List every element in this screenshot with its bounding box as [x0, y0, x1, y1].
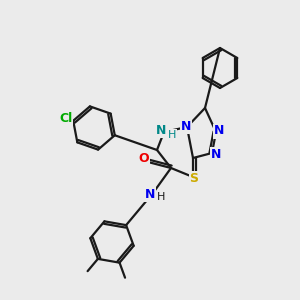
Text: S: S: [190, 172, 199, 184]
Text: Cl: Cl: [59, 112, 72, 125]
Text: N: N: [181, 119, 191, 133]
Text: N: N: [156, 124, 166, 136]
Text: N: N: [211, 148, 221, 160]
Text: H: H: [157, 192, 165, 202]
Text: O: O: [139, 152, 149, 166]
Text: H: H: [168, 130, 176, 140]
Text: N: N: [145, 188, 155, 200]
Text: N: N: [214, 124, 224, 137]
